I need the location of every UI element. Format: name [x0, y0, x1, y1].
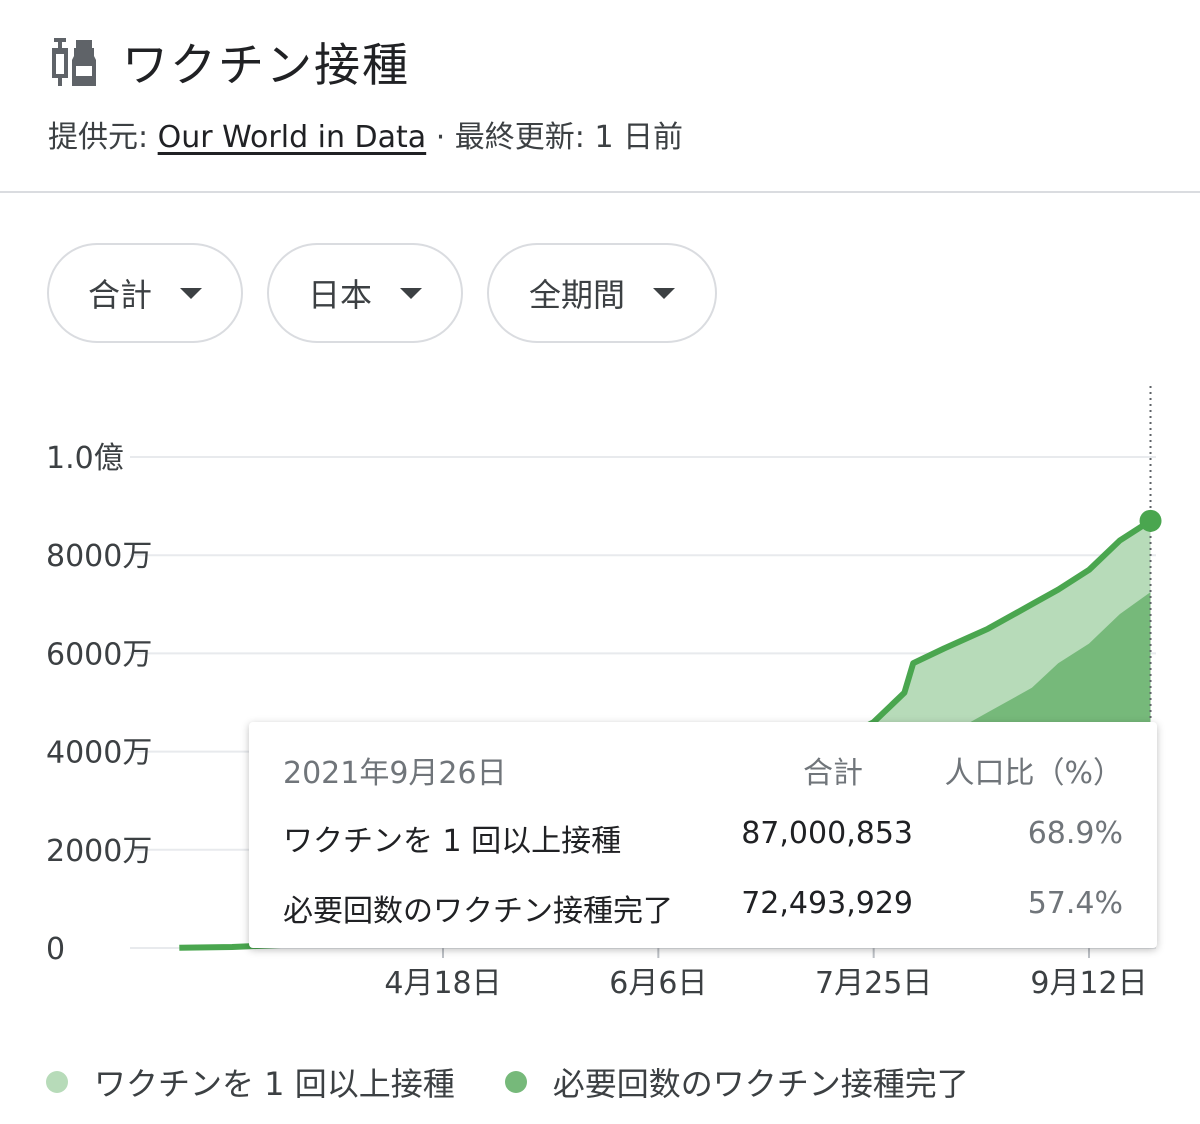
- source-prefix: 提供元:: [48, 120, 158, 155]
- source-line: 提供元: Our World in Data · 最終更新: 1 日前: [48, 112, 683, 156]
- y-axis-ticks: 0 2000万 4000万 6000万 8000万 1.0億: [46, 441, 152, 967]
- crosshair-point: [1139, 509, 1162, 532]
- legend-item[interactable]: ワクチンを 1 回以上接種: [46, 1059, 455, 1105]
- y-tick-label: 1.0億: [46, 441, 124, 476]
- chevron-down-icon: [400, 287, 422, 299]
- tooltip-row-pct: 68.9%: [1027, 816, 1123, 851]
- y-tick-label: 6000万: [46, 637, 152, 672]
- chevron-down-icon: [180, 287, 202, 299]
- legend-label: 必要回数のワクチン接種完了: [552, 1065, 969, 1103]
- x-tick-label: 4月18日: [384, 966, 501, 1001]
- page-title: ワクチン接種: [122, 38, 410, 92]
- chart-legend: ワクチンを 1 回以上接種 必要回数のワクチン接種完了: [46, 1060, 1019, 1104]
- tooltip-row-label: 必要回数のワクチン接種完了: [283, 894, 673, 929]
- x-tick-label: 6月6日: [609, 966, 707, 1001]
- tooltip-row: ワクチンを 1 回以上接種 87,000,853 68.9%: [249, 816, 1157, 859]
- legend-swatch: [46, 1071, 68, 1093]
- period-dropdown-label: 全期間: [528, 276, 625, 314]
- header-divider: [0, 191, 1200, 193]
- tooltip-header: 2021年9月26日 合計 人口比（%）: [249, 748, 1157, 791]
- metric-dropdown[interactable]: 合計: [47, 243, 243, 343]
- region-dropdown[interactable]: 日本: [267, 243, 463, 343]
- tooltip-col-pct: 人口比（%）: [944, 756, 1123, 791]
- y-tick-label: 8000万: [46, 539, 152, 574]
- tooltip-col-total: 合計: [803, 756, 863, 791]
- source-link[interactable]: Our World in Data: [157, 120, 427, 155]
- y-tick-label: 2000万: [46, 834, 152, 869]
- metric-dropdown-label: 合計: [87, 276, 152, 314]
- tooltip-row: 必要回数のワクチン接種完了 72,493,929 57.4%: [249, 886, 1157, 929]
- updated-text: · 最終更新: 1 日前: [426, 120, 684, 155]
- region-dropdown-label: 日本: [307, 276, 372, 314]
- y-tick-label: 4000万: [46, 736, 152, 771]
- title-row: ワクチン接種: [50, 30, 410, 94]
- x-tick-label: 7月25日: [815, 966, 932, 1001]
- vaccine-icon: [50, 36, 98, 88]
- tooltip-row-value: 72,493,929: [741, 886, 913, 921]
- chart-tooltip: 2021年9月26日 合計 人口比（%） ワクチンを 1 回以上接種 87,00…: [249, 722, 1157, 948]
- x-tick-label: 9月12日: [1030, 966, 1147, 1001]
- tooltip-row-pct: 57.4%: [1027, 886, 1123, 921]
- y-tick-label: 0: [46, 932, 65, 967]
- x-axis-ticks: 4月18日 6月6日 7月25日 9月12日: [384, 948, 1148, 1001]
- tooltip-date: 2021年9月26日: [283, 756, 507, 791]
- chevron-down-icon: [653, 287, 675, 299]
- legend-label: ワクチンを 1 回以上接種: [94, 1065, 455, 1103]
- legend-item[interactable]: 必要回数のワクチン接種完了: [504, 1059, 969, 1105]
- tooltip-row-value: 87,000,853: [741, 816, 913, 851]
- period-dropdown[interactable]: 全期間: [487, 243, 717, 343]
- header: ワクチン接種 提供元: Our World in Data · 最終更新: 1 …: [0, 0, 1200, 192]
- tooltip-row-label: ワクチンを 1 回以上接種: [283, 824, 622, 859]
- legend-swatch: [504, 1071, 527, 1093]
